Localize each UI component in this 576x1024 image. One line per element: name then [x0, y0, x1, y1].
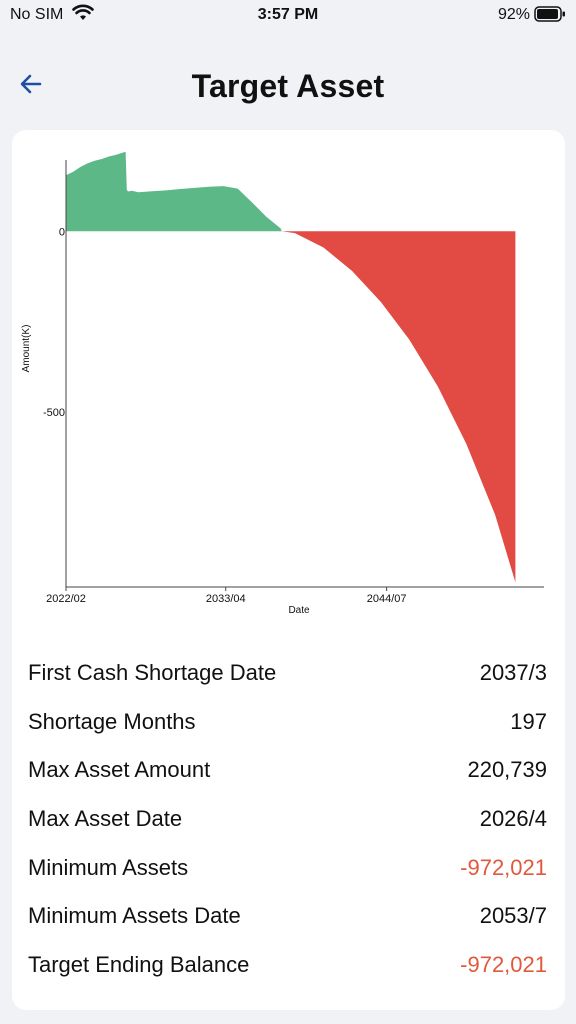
stat-label: Shortage Months: [28, 708, 196, 734]
stat-label: Max Asset Date: [28, 806, 183, 832]
stat-row: Max Asset Date 2026/4: [12, 796, 565, 845]
navigation-bar: Target Asset: [0, 60, 576, 116]
clock: 3:57 PM: [257, 6, 319, 23]
stat-label: First Cash Shortage Date: [28, 660, 277, 685]
negative-asset-area: [281, 231, 516, 583]
stat-row: Shortage Months 197: [12, 699, 565, 748]
asset-chart: 0 -500 2022/02 2033/04 2044/07 Date Amount(K): [12, 130, 565, 630]
stat-value: 2026/4: [479, 806, 547, 832]
stat-value: -972,021: [460, 952, 547, 978]
wifi-icon: [72, 4, 94, 27]
status-bar: No SIM 3:57 PM 92%: [0, 0, 576, 32]
stat-value: 2053/7: [479, 903, 547, 929]
carrier-label: No SIM: [10, 6, 64, 23]
battery-percent: 92%: [497, 6, 530, 23]
battery-icon: [534, 6, 566, 27]
stat-row: First Cash Shortage Date 2037/3: [12, 650, 565, 699]
x-axis-title: Date: [288, 605, 310, 616]
stat-value: 2037/3: [479, 660, 547, 685]
page-title: Target Asset: [191, 68, 385, 104]
y-tick-label: -500: [43, 407, 65, 419]
stat-label: Minimum Assets: [28, 854, 189, 880]
stat-row: Target Ending Balance -972,021: [12, 942, 565, 991]
y-tick-label: 0: [59, 226, 65, 238]
arrow-left-icon: [20, 74, 42, 94]
stat-row: Max Asset Amount 220,739: [12, 747, 565, 796]
stat-value: 197: [510, 708, 547, 734]
back-button[interactable]: [16, 68, 48, 100]
x-tick-label: 2033/04: [206, 593, 246, 605]
stat-row: Minimum Assets -972,021: [12, 845, 565, 894]
positive-asset-area: [66, 151, 282, 232]
stat-label: Max Asset Amount: [28, 757, 211, 783]
stat-label: Minimum Assets Date: [28, 903, 241, 929]
stat-label: Target Ending Balance: [28, 952, 250, 978]
content-card: 0 -500 2022/02 2033/04 2044/07 Date Amount(K) …: [12, 130, 565, 1010]
stat-value: 220,739: [467, 757, 547, 783]
y-axis-title: Amount(K): [21, 325, 32, 373]
area-chart-svg: 0 -500 2022/02 2033/04 2044/07 Date Amount(K): [21, 151, 544, 616]
stats-list: First Cash Shortage Date 2037/3 Shortage M…: [12, 650, 565, 991]
stat-row: Minimum Assets Date 2053/7: [12, 893, 565, 942]
x-tick-label: 2022/02: [46, 593, 86, 605]
x-tick-label: 2044/07: [367, 593, 407, 605]
stat-value: -972,021: [460, 854, 547, 880]
